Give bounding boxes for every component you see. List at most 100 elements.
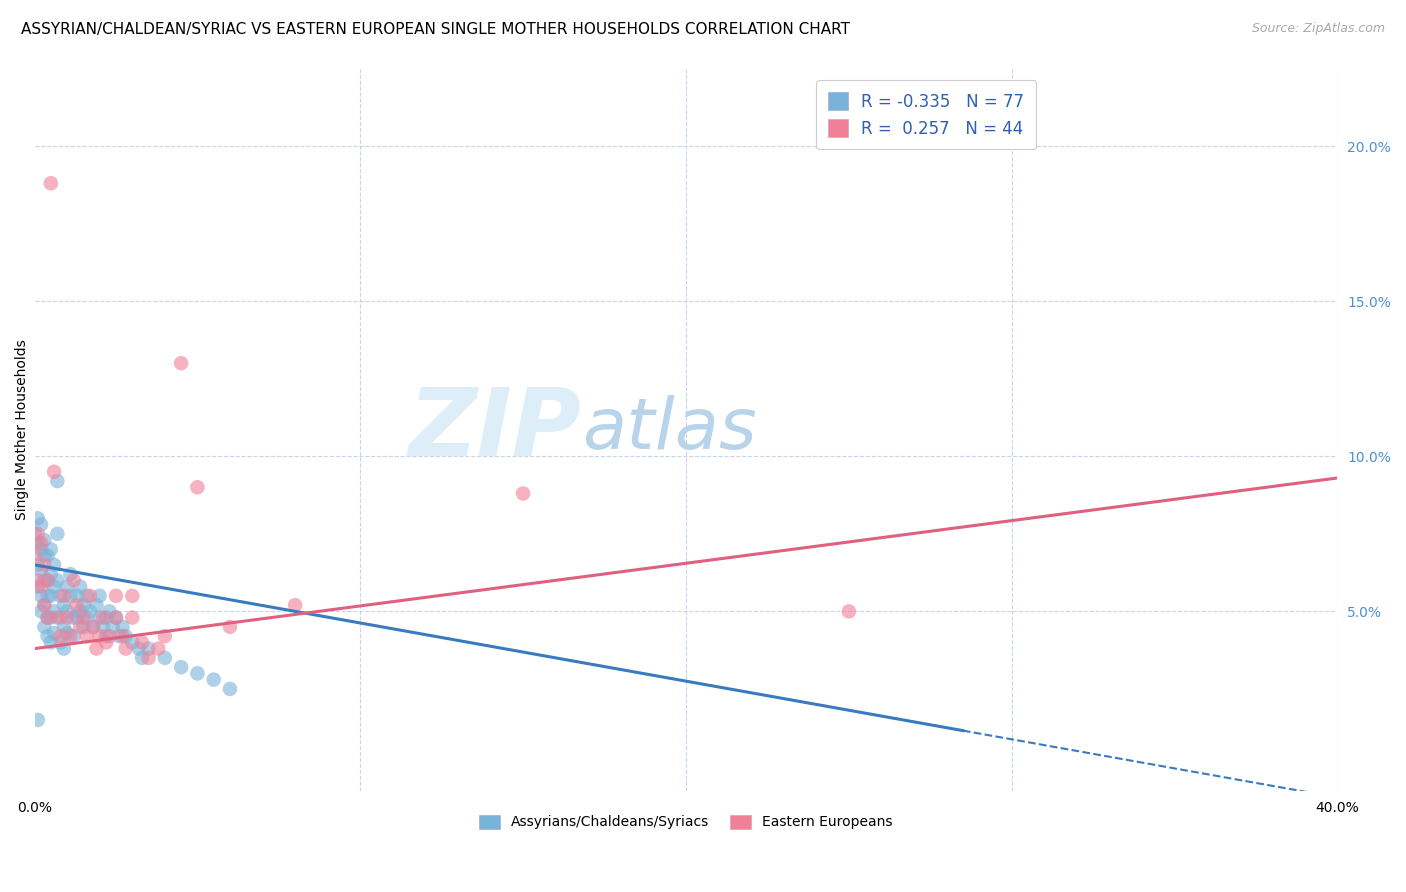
Point — [111, 629, 134, 643]
Point — [30, 589, 52, 603]
Point — [76, 629, 98, 643]
Point — [104, 610, 127, 624]
Point — [56, 610, 79, 624]
Point — [98, 629, 121, 643]
Point — [52, 620, 75, 634]
Legend: Assyrians/Chaldeans/Syriacs, Eastern Europeans: Assyrians/Chaldeans/Syriacs, Eastern Eur… — [474, 809, 898, 835]
Text: ASSYRIAN/CHALDEAN/SYRIAC VS EASTERN EUROPEAN SINGLE MOTHER HOUSEHOLDS CORRELATIO: ASSYRIAN/CHALDEAN/SYRIAC VS EASTERN EURO… — [21, 22, 851, 37]
Point — [69, 580, 91, 594]
Point — [30, 536, 52, 550]
Point — [49, 610, 72, 624]
Point — [838, 604, 860, 618]
Point — [34, 558, 56, 572]
Point — [114, 629, 136, 643]
Point — [24, 526, 46, 541]
Point — [186, 666, 208, 681]
Point — [34, 533, 56, 547]
Point — [37, 549, 59, 563]
Point — [42, 580, 65, 594]
Point — [91, 610, 114, 624]
Point — [62, 574, 84, 588]
Point — [37, 574, 59, 588]
Point — [46, 526, 69, 541]
Point — [96, 635, 118, 649]
Point — [104, 610, 127, 624]
Point — [27, 536, 49, 550]
Point — [202, 673, 225, 687]
Point — [72, 610, 94, 624]
Point — [30, 580, 52, 594]
Point — [79, 604, 101, 618]
Point — [128, 641, 150, 656]
Point — [82, 620, 104, 634]
Point — [30, 604, 52, 618]
Point — [79, 589, 101, 603]
Point — [121, 635, 143, 649]
Point — [76, 589, 98, 603]
Point — [59, 629, 82, 643]
Point — [59, 567, 82, 582]
Text: atlas: atlas — [582, 395, 756, 465]
Point — [27, 526, 49, 541]
Point — [96, 629, 118, 643]
Point — [104, 589, 127, 603]
Point — [34, 620, 56, 634]
Point — [37, 610, 59, 624]
Point — [42, 558, 65, 572]
Point — [219, 681, 242, 696]
Point — [30, 517, 52, 532]
Point — [49, 589, 72, 603]
Point — [131, 635, 153, 649]
Point — [34, 598, 56, 612]
Y-axis label: Single Mother Households: Single Mother Households — [15, 340, 30, 520]
Point — [39, 635, 62, 649]
Point — [34, 574, 56, 588]
Point — [108, 629, 131, 643]
Point — [138, 651, 160, 665]
Point — [138, 641, 160, 656]
Point — [27, 511, 49, 525]
Point — [111, 620, 134, 634]
Point — [37, 629, 59, 643]
Point — [49, 629, 72, 643]
Point — [46, 574, 69, 588]
Point — [34, 549, 56, 563]
Point — [62, 610, 84, 624]
Point — [72, 598, 94, 612]
Point — [153, 629, 176, 643]
Point — [52, 589, 75, 603]
Point — [96, 610, 118, 624]
Point — [66, 589, 89, 603]
Point — [121, 589, 143, 603]
Point — [39, 567, 62, 582]
Point — [91, 620, 114, 634]
Point — [66, 610, 89, 624]
Point — [39, 542, 62, 557]
Point — [153, 651, 176, 665]
Point — [186, 480, 208, 494]
Point — [37, 589, 59, 603]
Point — [89, 629, 111, 643]
Point — [56, 604, 79, 618]
Point — [56, 580, 79, 594]
Point — [37, 610, 59, 624]
Point — [86, 641, 108, 656]
Point — [62, 629, 84, 643]
Point — [46, 474, 69, 488]
Point — [170, 660, 193, 674]
Text: Source: ZipAtlas.com: Source: ZipAtlas.com — [1251, 22, 1385, 36]
Point — [284, 598, 307, 612]
Point — [131, 651, 153, 665]
Point — [27, 713, 49, 727]
Point — [30, 542, 52, 557]
Point — [42, 604, 65, 618]
Point — [34, 598, 56, 612]
Point — [219, 620, 242, 634]
Point — [69, 604, 91, 618]
Point — [39, 176, 62, 190]
Point — [24, 549, 46, 563]
Point — [42, 465, 65, 479]
Point — [27, 558, 49, 572]
Point — [27, 580, 49, 594]
Point — [39, 589, 62, 603]
